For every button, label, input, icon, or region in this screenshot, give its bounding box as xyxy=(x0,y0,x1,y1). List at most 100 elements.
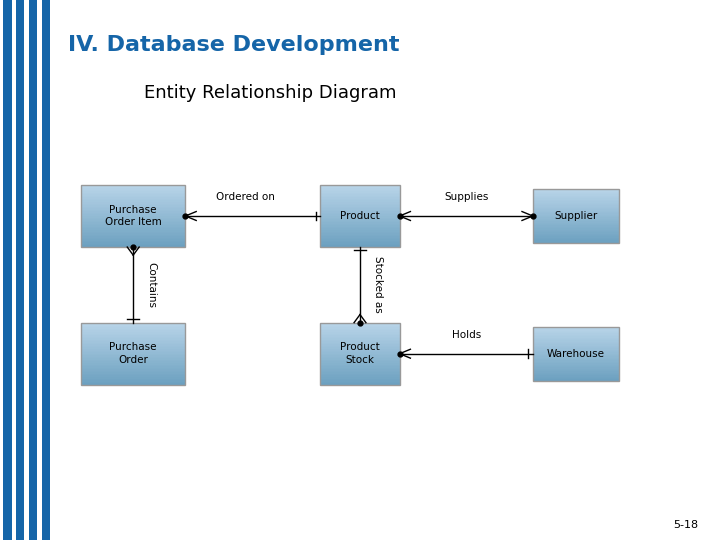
Bar xyxy=(320,348,400,349)
Bar xyxy=(81,371,186,373)
Bar xyxy=(533,363,619,364)
Bar xyxy=(320,380,400,382)
Bar xyxy=(81,211,186,213)
Text: Contains: Contains xyxy=(146,262,156,308)
Bar xyxy=(81,199,186,200)
Bar xyxy=(81,222,186,224)
Bar xyxy=(533,364,619,366)
Text: Supplies: Supplies xyxy=(444,192,488,202)
Text: Product: Product xyxy=(340,211,380,221)
Bar xyxy=(533,367,619,368)
Bar xyxy=(533,351,619,352)
Bar xyxy=(320,350,400,352)
Bar xyxy=(320,371,400,373)
Bar xyxy=(81,345,186,346)
Text: Holds: Holds xyxy=(451,330,481,340)
Bar xyxy=(533,343,619,345)
Bar xyxy=(533,223,619,224)
Bar xyxy=(81,236,186,238)
Bar xyxy=(81,238,186,239)
Bar xyxy=(81,330,186,332)
Bar xyxy=(81,194,186,196)
Bar xyxy=(533,210,619,211)
Bar xyxy=(81,228,186,230)
Bar xyxy=(533,235,619,237)
Bar xyxy=(533,359,619,361)
Bar xyxy=(81,349,186,350)
Bar xyxy=(320,228,400,230)
Bar xyxy=(533,196,619,197)
Text: Warehouse: Warehouse xyxy=(547,349,605,359)
Bar xyxy=(320,202,400,204)
Bar xyxy=(81,327,186,329)
Bar xyxy=(533,197,619,199)
Bar xyxy=(533,218,619,219)
Bar xyxy=(320,334,400,335)
Bar xyxy=(533,237,619,238)
Bar xyxy=(533,362,619,363)
Bar xyxy=(81,335,186,336)
Bar xyxy=(81,366,186,368)
Bar xyxy=(320,193,400,194)
Bar xyxy=(533,338,619,339)
Bar xyxy=(81,332,186,334)
Bar xyxy=(81,352,186,354)
Bar xyxy=(533,205,619,206)
Bar xyxy=(320,216,400,218)
Bar xyxy=(320,242,400,244)
Bar xyxy=(320,364,400,366)
Bar xyxy=(81,382,186,383)
Bar xyxy=(81,239,186,241)
Bar xyxy=(533,204,619,205)
Bar xyxy=(81,361,186,363)
Bar xyxy=(81,207,186,208)
Bar xyxy=(320,332,400,334)
Text: Purchase
Order: Purchase Order xyxy=(109,342,157,365)
Bar xyxy=(81,225,186,227)
Bar xyxy=(81,198,186,199)
Bar xyxy=(81,375,186,377)
Bar xyxy=(533,355,619,356)
Bar xyxy=(533,354,619,355)
Bar xyxy=(533,366,619,367)
Bar xyxy=(533,193,619,194)
Bar xyxy=(42,0,50,540)
Bar xyxy=(81,188,186,190)
Bar xyxy=(320,336,400,338)
Bar xyxy=(320,340,400,341)
Bar xyxy=(81,230,186,232)
Bar xyxy=(533,226,619,227)
Bar xyxy=(81,242,186,244)
Bar xyxy=(320,205,400,207)
Bar xyxy=(533,373,619,374)
Bar xyxy=(320,360,400,361)
Bar xyxy=(533,194,619,195)
Bar xyxy=(533,357,619,359)
Bar xyxy=(16,0,24,540)
Bar xyxy=(81,200,186,202)
Bar xyxy=(533,372,619,373)
Bar xyxy=(320,369,400,371)
Bar xyxy=(81,354,186,355)
Bar xyxy=(533,340,619,342)
Bar xyxy=(81,202,186,204)
Bar xyxy=(533,339,619,340)
Bar xyxy=(320,349,400,350)
Bar xyxy=(320,343,400,345)
Bar xyxy=(533,332,619,333)
Bar xyxy=(81,346,186,348)
Bar xyxy=(320,335,400,336)
Bar xyxy=(81,379,186,380)
Bar xyxy=(320,185,400,247)
Bar xyxy=(81,235,186,236)
Bar xyxy=(533,347,619,348)
Bar xyxy=(320,359,400,360)
Bar xyxy=(81,232,186,233)
Bar xyxy=(533,348,619,350)
Bar xyxy=(533,328,619,329)
Bar xyxy=(81,210,186,211)
Bar xyxy=(320,200,400,202)
Bar xyxy=(81,340,186,341)
Bar xyxy=(533,342,619,343)
Bar xyxy=(533,330,619,332)
